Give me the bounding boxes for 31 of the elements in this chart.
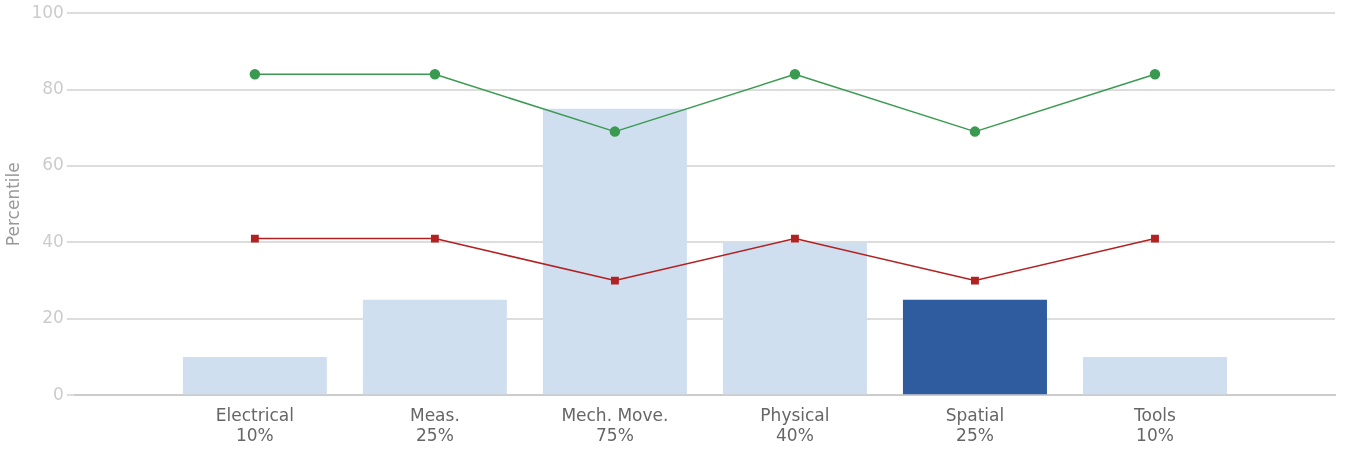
data-label: 25%	[415, 425, 454, 446]
point	[429, 69, 441, 80]
x-tick-label: Tools	[1133, 404, 1177, 425]
x-tick-label: Physical	[760, 404, 830, 425]
bar	[542, 108, 687, 395]
bar	[362, 299, 507, 395]
x-tick-label: Meas.	[409, 404, 460, 425]
bar	[182, 357, 327, 395]
point	[430, 234, 439, 243]
x-tick-label: Spatial	[945, 404, 1005, 425]
data-label: 40%	[776, 425, 814, 446]
x-tick-label: Mech. Move.	[561, 404, 669, 425]
data-label: 10%	[1136, 425, 1174, 446]
x-tick-label: Electrical	[215, 404, 294, 425]
point	[609, 126, 621, 137]
point	[249, 69, 261, 80]
bar	[902, 299, 1047, 395]
data-label: 10%	[235, 425, 274, 446]
y-axis-title: Percentile	[2, 162, 23, 247]
point	[969, 126, 981, 137]
point	[791, 234, 799, 243]
data-label: 25%	[956, 425, 994, 446]
data-label: 75%	[596, 425, 634, 446]
point	[789, 69, 801, 80]
point	[971, 276, 979, 285]
bar	[1082, 357, 1227, 395]
bar	[722, 242, 867, 395]
point	[1151, 234, 1159, 243]
point	[610, 276, 619, 285]
point	[250, 234, 259, 243]
point	[1149, 69, 1161, 80]
